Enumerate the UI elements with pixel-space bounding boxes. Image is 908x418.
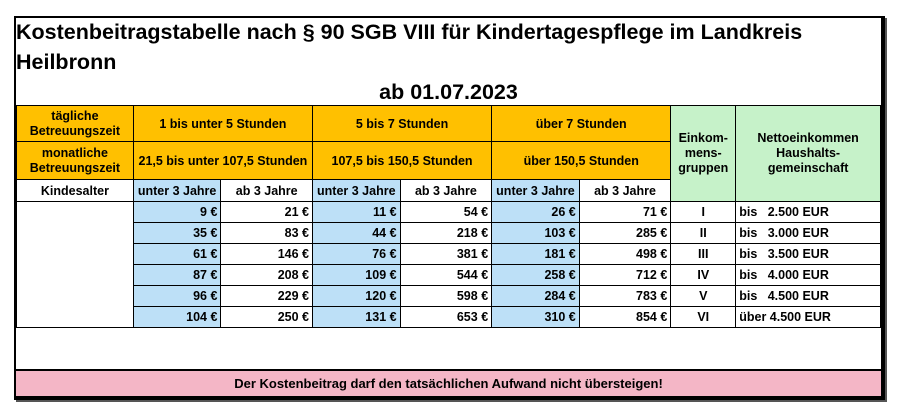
income-range: bis 3.000 EUR xyxy=(735,222,881,244)
table-row: 35 € 83 € 44 € 218 € 103 € 285 € II bis … xyxy=(17,222,881,244)
fee-cell: 131 € xyxy=(311,306,401,328)
fee-cell: 96 € xyxy=(132,285,222,307)
income-range: bis 4.500 EUR xyxy=(735,285,881,307)
fee-cell: 653 € xyxy=(399,306,493,328)
income-group: III xyxy=(670,243,737,265)
income-range: über 4.500 EUR xyxy=(735,306,881,328)
income-range: bis 3.500 EUR xyxy=(735,243,881,265)
fee-cell: 208 € xyxy=(220,264,313,286)
fee-cell: 381 € xyxy=(399,243,493,265)
age-under-3-header: unter 3 Jahre xyxy=(491,179,580,202)
table-row: 96 € 229 € 120 € 598 € 284 € 783 € V bis… xyxy=(17,285,881,307)
cost-table-frame: Kostenbeitragstabelle nach § 90 SGB VIII… xyxy=(14,16,885,400)
fee-cell: 83 € xyxy=(220,222,313,244)
fee-cell: 783 € xyxy=(578,285,672,307)
table-title: Kostenbeitragstabelle nach § 90 SGB VIII… xyxy=(16,18,881,107)
fee-cell: 35 € xyxy=(132,222,222,244)
fee-cell: 26 € xyxy=(491,201,580,223)
fee-table: tägliche Betreuungszeit 1 bis unter 5 St… xyxy=(16,105,881,328)
footer-note: Der Kostenbeitrag darf den tatsächlichen… xyxy=(16,369,881,396)
band-3-monthly: über 150,5 Stunden xyxy=(491,141,672,180)
table-row: 9 € 21 € 11 € 54 € 26 € 71 € I bis 2.500… xyxy=(16,201,881,328)
title-line-2: ab 01.07.2023 xyxy=(379,79,518,104)
fee-cell: 9 € xyxy=(132,201,222,223)
table-row: 104 € 250 € 131 € 653 € 310 € 854 € VI ü… xyxy=(17,306,881,328)
fee-cell: 103 € xyxy=(491,222,580,244)
fee-cell: 87 € xyxy=(132,264,222,286)
fee-cell: 544 € xyxy=(399,264,493,286)
income-range: bis 4.000 EUR xyxy=(735,264,881,286)
fee-cell: 854 € xyxy=(578,306,672,328)
fee-cell: 284 € xyxy=(491,285,580,307)
fee-cell: 71 € xyxy=(578,201,672,223)
fee-cell: 76 € xyxy=(311,243,401,265)
income-group: II xyxy=(670,222,737,244)
income-group: IV xyxy=(670,264,737,286)
band-2-monthly: 107,5 bis 150,5 Stunden xyxy=(311,141,493,180)
fee-cell: 104 € xyxy=(132,306,222,328)
fee-cell: 310 € xyxy=(491,306,580,328)
income-group: VI xyxy=(670,306,737,328)
daily-care-label: tägliche Betreuungszeit xyxy=(16,105,134,142)
age-under-3-header: unter 3 Jahre xyxy=(311,179,401,202)
fee-cell: 109 € xyxy=(311,264,401,286)
age-under-3-header: unter 3 Jahre xyxy=(132,179,222,202)
income-groups-header: Einkom-mens-gruppen xyxy=(670,105,737,202)
monthly-care-label: monatliche Betreuungszeit xyxy=(16,141,134,180)
fee-cell: 258 € xyxy=(491,264,580,286)
fee-cell: 120 € xyxy=(311,285,401,307)
fee-cell: 250 € xyxy=(220,306,313,328)
fee-cell: 146 € xyxy=(220,243,313,265)
age-from-3-header: ab 3 Jahre xyxy=(220,179,313,202)
fee-cell: 498 € xyxy=(578,243,672,265)
band-3-daily: über 7 Stunden xyxy=(491,105,672,142)
fee-cell: 712 € xyxy=(578,264,672,286)
age-from-3-header: ab 3 Jahre xyxy=(399,179,493,202)
fee-cell: 11 € xyxy=(311,201,401,223)
band-2-daily: 5 bis 7 Stunden xyxy=(311,105,493,142)
income-range: bis 2.500 EUR xyxy=(735,201,881,223)
fee-cell: 21 € xyxy=(220,201,313,223)
fee-cell: 598 € xyxy=(399,285,493,307)
blank-cell xyxy=(16,201,134,328)
title-line-1: Kostenbeitragstabelle nach § 90 SGB VIII… xyxy=(16,19,803,74)
band-1-daily: 1 bis unter 5 Stunden xyxy=(132,105,313,142)
income-group: V xyxy=(670,285,737,307)
fee-cell: 285 € xyxy=(578,222,672,244)
table-row: 61 € 146 € 76 € 381 € 181 € 498 € III bi… xyxy=(17,243,881,265)
child-age-label: Kindesalter xyxy=(16,179,134,202)
fee-cell: 61 € xyxy=(132,243,222,265)
fee-cell: 218 € xyxy=(399,222,493,244)
income-group: I xyxy=(670,201,737,223)
fee-cell: 229 € xyxy=(220,285,313,307)
fee-cell: 44 € xyxy=(311,222,401,244)
fee-cell: 181 € xyxy=(491,243,580,265)
net-income-header: Nettoeinkommen Haushalts-gemeinschaft xyxy=(735,105,881,202)
fee-cell: 54 € xyxy=(399,201,493,223)
age-from-3-header: ab 3 Jahre xyxy=(578,179,672,202)
band-1-monthly: 21,5 bis unter 107,5 Stunden xyxy=(132,141,313,180)
table-row: 87 € 208 € 109 € 544 € 258 € 712 € IV bi… xyxy=(17,264,881,286)
